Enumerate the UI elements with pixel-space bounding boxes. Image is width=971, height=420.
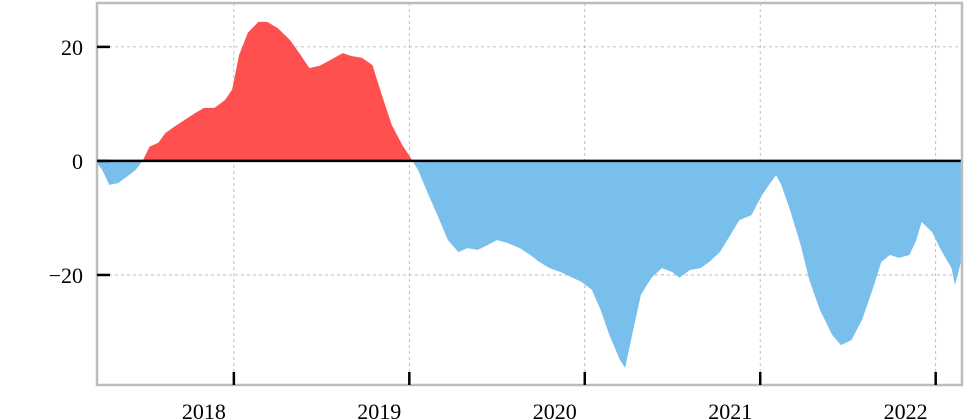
negative-area (97, 160, 962, 368)
x-tick-label: 2021 (708, 399, 752, 420)
plot-frame (95, 1, 964, 387)
x-tick-label: 2022 (884, 399, 928, 420)
x-tick-label: 2019 (357, 399, 401, 420)
x-tick-label: 2020 (533, 399, 577, 420)
x-tick-label: 2018 (182, 399, 226, 420)
y-tick-label: 0 (72, 149, 83, 174)
positive-area (97, 21, 962, 161)
y-tick-label: 20 (61, 35, 83, 60)
y-tick-label: −20 (49, 263, 83, 288)
